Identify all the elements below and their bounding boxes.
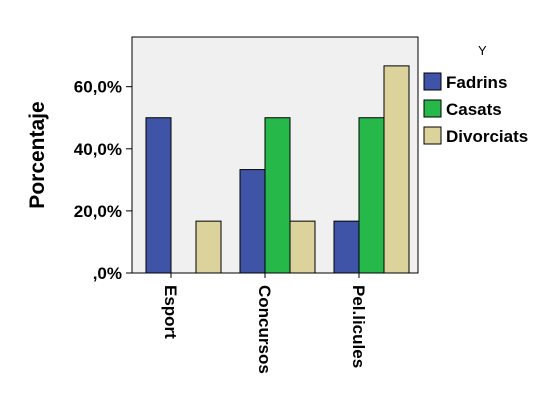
legend-swatch bbox=[423, 126, 442, 145]
bar-fadrins-0 bbox=[145, 117, 172, 274]
bar-casats-1 bbox=[264, 117, 291, 274]
y-axis-label: Porcentaje bbox=[26, 101, 49, 208]
legend-label: Fadrins bbox=[446, 73, 507, 92]
y-tick-label: 60,0% bbox=[74, 78, 122, 97]
legend-swatch bbox=[423, 72, 442, 91]
x-axis: Esport Concursos Pel.licules bbox=[161, 273, 368, 374]
legend-label: Divorciats bbox=[446, 127, 528, 146]
bar-casats-2 bbox=[358, 117, 385, 274]
bar-divorciats-0 bbox=[195, 220, 222, 274]
y-tick-label: 40,0% bbox=[74, 140, 122, 159]
legend-title: Y bbox=[478, 43, 487, 58]
bar-divorciats-1 bbox=[289, 220, 316, 274]
legend-swatch bbox=[423, 99, 442, 118]
x-category-label: Pel.licules bbox=[349, 285, 368, 368]
y-axis: ,0% 20,0% 40,0% 60,0% bbox=[74, 78, 132, 283]
legend: Y Fadrins Casats Divorciats bbox=[423, 43, 528, 146]
legend-label: Casats bbox=[446, 100, 502, 119]
y-tick-label: 20,0% bbox=[74, 202, 122, 221]
bar-fadrins-1 bbox=[239, 169, 266, 274]
bar-divorciats-2 bbox=[383, 65, 410, 274]
y-tick-label: ,0% bbox=[93, 264, 122, 283]
x-category-label: Esport bbox=[161, 285, 180, 339]
x-category-label: Concursos bbox=[255, 285, 274, 374]
bar-fadrins-2 bbox=[333, 220, 360, 274]
bars-group bbox=[145, 65, 410, 274]
